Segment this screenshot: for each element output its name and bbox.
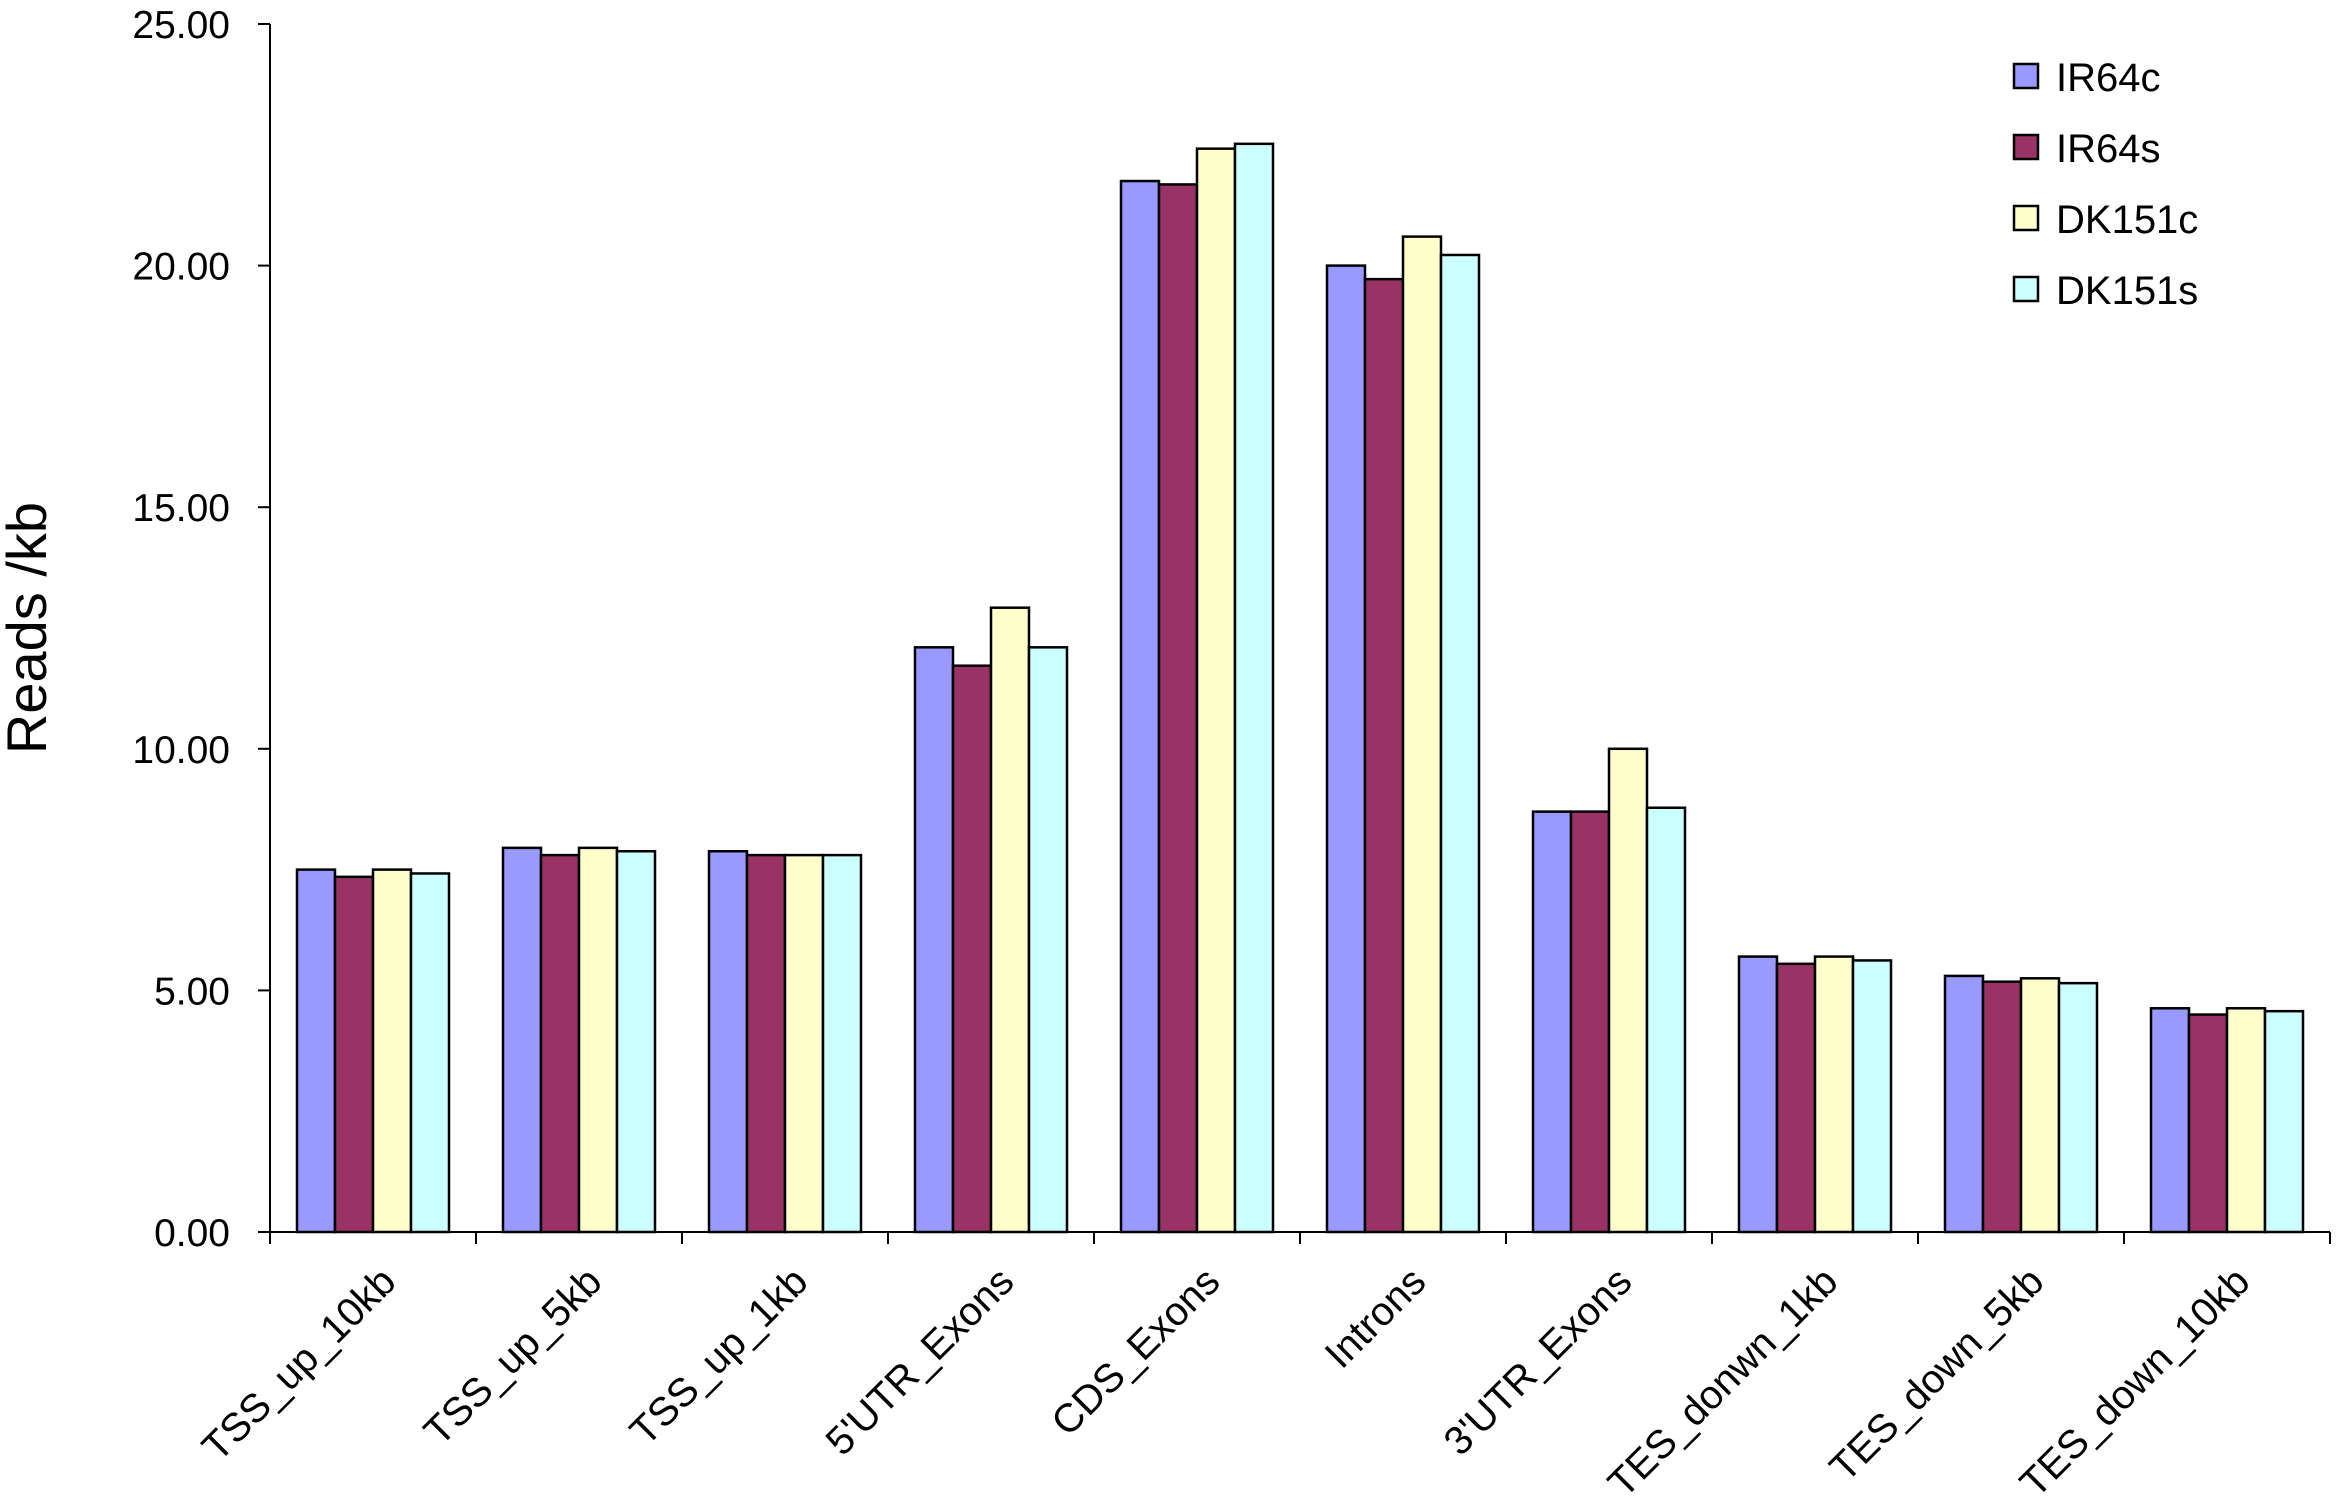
category-label: TES_donwn_1kb xyxy=(1600,1259,1847,1506)
bar-ir64c-6 xyxy=(1325,264,1367,1234)
bar-dk151c-4 xyxy=(989,606,1031,1234)
y-tick-label: 5.00 xyxy=(154,970,230,1013)
bar-ir64c-1 xyxy=(295,868,337,1234)
bar-ir64s-2 xyxy=(539,853,581,1234)
bar-ir64c-10 xyxy=(2149,1007,2191,1234)
bar-ir64s-4 xyxy=(951,664,993,1234)
bar-dk151s-5 xyxy=(1233,142,1275,1234)
y-tick-label: 20.00 xyxy=(132,246,230,289)
y-tick-label: 10.00 xyxy=(132,729,230,772)
bar-dk151s-2 xyxy=(615,849,657,1234)
bar-ir64s-9 xyxy=(1981,980,2023,1234)
bar-dk151s-1 xyxy=(409,872,451,1234)
legend-swatch-ir64s xyxy=(2012,133,2040,161)
bar-dk151c-3 xyxy=(783,853,825,1234)
category-label: TSS_up_1kb xyxy=(622,1259,817,1454)
bar-ir64s-5 xyxy=(1157,183,1199,1234)
legend-label-ir64s: IR64s xyxy=(2056,127,2161,171)
bars xyxy=(295,142,2305,1234)
bar-dk151s-8 xyxy=(1851,959,1893,1234)
legend-swatch-dk151s xyxy=(2012,275,2040,303)
y-axis-title: Reads /kb xyxy=(0,502,58,754)
category-label: TES_down_5kb xyxy=(1822,1259,2053,1490)
y-tick-label: 25.00 xyxy=(132,4,230,47)
legend: IR64c IR64s DK151c DK151s xyxy=(2012,56,2198,313)
bar-ir64c-3 xyxy=(707,849,749,1234)
category-label: 3'UTR_Exons xyxy=(1436,1259,1641,1464)
bar-ir64c-7 xyxy=(1531,810,1573,1234)
bar-dk151c-10 xyxy=(2225,1007,2267,1234)
category-label: TSS_up_10kb xyxy=(194,1259,404,1469)
legend-swatch-dk151c xyxy=(2012,204,2040,232)
bar-ir64s-10 xyxy=(2187,1013,2229,1234)
y-tick-label: 0.00 xyxy=(154,1212,230,1255)
category-label: 5'UTR_Exons xyxy=(818,1259,1023,1464)
bar-ir64c-8 xyxy=(1737,955,1779,1234)
bar-dk151c-9 xyxy=(2019,977,2061,1234)
x-axis: TSS_up_10kb TSS_up_5kb TSS_up_1kb 5'UTR_Exo… xyxy=(194,1231,2331,1506)
category-label: Introns xyxy=(1317,1259,1435,1377)
category-label: TES_down_10kb xyxy=(2012,1259,2259,1506)
bar-ir64c-9 xyxy=(1943,974,1985,1234)
bar-dk151c-8 xyxy=(1813,955,1855,1234)
bar-ir64c-2 xyxy=(501,846,543,1234)
bar-dk151c-5 xyxy=(1195,147,1237,1234)
bar-dk151s-7 xyxy=(1645,806,1687,1234)
legend-swatch-ir64c xyxy=(2012,62,2040,90)
y-axis: 0.00 5.00 10.00 15.00 20.00 25.00 xyxy=(132,4,271,1255)
bar-dk151s-3 xyxy=(821,853,863,1234)
bar-dk151s-6 xyxy=(1439,253,1481,1234)
bar-ir64c-5 xyxy=(1119,179,1161,1234)
bar-dk151c-1 xyxy=(371,868,413,1234)
bar-ir64s-3 xyxy=(745,853,787,1234)
bar-dk151c-7 xyxy=(1607,747,1649,1234)
bar-ir64s-6 xyxy=(1363,277,1405,1234)
bar-dk151c-6 xyxy=(1401,235,1443,1234)
bar-ir64s-7 xyxy=(1569,810,1611,1234)
bar-dk151s-4 xyxy=(1027,646,1069,1234)
bar-ir64s-8 xyxy=(1775,962,1817,1234)
bar-dk151c-2 xyxy=(577,846,619,1234)
legend-label-dk151s: DK151s xyxy=(2056,269,2198,313)
category-label: CDS_Exons xyxy=(1043,1259,1228,1444)
legend-label-ir64c: IR64c xyxy=(2056,56,2161,100)
bar-ir64c-4 xyxy=(913,646,955,1234)
legend-label-dk151c: DK151c xyxy=(2056,198,2198,242)
category-label: TSS_up_5kb xyxy=(416,1259,611,1454)
bar-dk151s-9 xyxy=(2057,981,2099,1234)
bar-dk151s-10 xyxy=(2263,1009,2305,1234)
y-tick-label: 15.00 xyxy=(132,487,230,530)
bar-ir64s-1 xyxy=(333,875,375,1234)
